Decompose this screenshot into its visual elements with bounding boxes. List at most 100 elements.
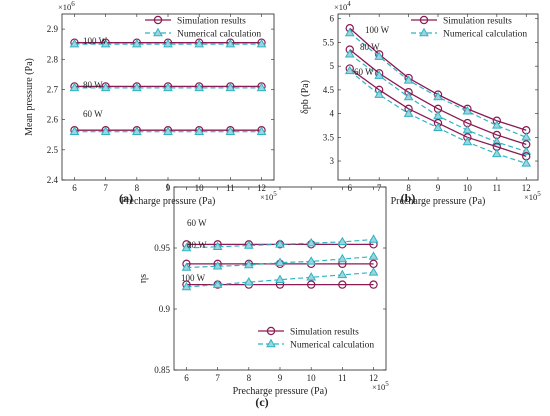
x-tick-label: 7 <box>377 183 382 193</box>
legend-marker-triangle <box>153 27 163 37</box>
y-tick-label: 5.5 <box>323 37 335 47</box>
x-tick-label: 7 <box>103 183 108 193</box>
x-axis-title: Precharge pressure (Pa) <box>391 196 486 207</box>
panel-1: 6 7 8 9 10 11 12 3 3.5 4 4.5 5 5.5 6 Precharge pressur… <box>300 0 541 207</box>
legend-marker-triangle <box>266 338 276 348</box>
series-numerical <box>69 38 267 48</box>
data-point-triangle <box>243 259 254 269</box>
data-point-circle <box>306 280 316 289</box>
y-tick-label: 2.5 <box>47 145 59 155</box>
data-point-triangle <box>403 108 414 117</box>
data-point-triangle <box>194 126 205 135</box>
y-tick-label: 0.95 <box>154 243 170 253</box>
x-axis-title: Precharge pressure (Pa) <box>121 196 216 207</box>
panel-label: (a) <box>119 191 133 205</box>
data-point-triangle <box>69 82 80 92</box>
x-tick-label: 6 <box>348 183 353 193</box>
legend-marker-circle <box>266 326 276 336</box>
data-point-triangle <box>491 120 502 129</box>
data-point-triangle <box>368 267 379 276</box>
data-point-triangle <box>69 126 80 135</box>
data-point-triangle <box>163 126 173 135</box>
data-point-triangle <box>344 27 355 37</box>
data-point-triangle <box>225 38 236 48</box>
legend: Simulation results Numerical calculation <box>411 15 527 40</box>
data-point-triangle <box>521 158 532 167</box>
series-numerical <box>181 234 379 252</box>
x-exponent: ×105 <box>260 190 277 202</box>
series-numerical <box>69 82 267 92</box>
data-point-triangle <box>243 240 254 249</box>
y-tick-label: 2.6 <box>47 115 59 125</box>
data-point-triangle <box>100 126 111 135</box>
x-tick-label: 12 <box>369 373 378 383</box>
y-tick-label: 5 <box>330 61 335 71</box>
series-numerical <box>344 49 532 155</box>
y-tick-label: 2.8 <box>47 54 59 64</box>
data-point-triangle <box>433 91 443 101</box>
data-point-triangle <box>225 126 236 135</box>
data-point-triangle <box>462 106 473 115</box>
panel-2: 6 7 8 9 10 11 12 0.85 0.9 0.95 1 Precharge pressure… <box>138 182 389 409</box>
y-tick-label: 6 <box>330 14 335 24</box>
panel-label: (b) <box>401 191 416 205</box>
y-axis-title: ηs <box>138 274 149 283</box>
data-point-triangle <box>403 91 414 101</box>
x-tick-label: 8 <box>406 183 411 193</box>
x-tick-label: 12 <box>257 183 266 193</box>
data-point-triangle <box>256 82 267 92</box>
x-tick-label: 11 <box>226 183 235 193</box>
x-tick-label: 9 <box>166 183 171 193</box>
x-tick-label: 9 <box>278 373 283 383</box>
x-axis-title: Precharge pressure (Pa) <box>233 386 328 397</box>
data-point-triangle <box>256 126 267 135</box>
data-point-triangle <box>275 257 285 266</box>
series-numerical <box>181 267 379 291</box>
legend-label: Simulation results <box>177 17 246 27</box>
series-group-label: 80 W <box>187 240 207 250</box>
series-group-label: 100 W <box>181 273 206 283</box>
data-point-triangle <box>368 251 379 260</box>
data-point-triangle <box>344 65 355 75</box>
data-point-triangle <box>368 234 379 243</box>
data-point-triangle <box>344 49 355 58</box>
y-tick-label: 2.4 <box>47 175 59 185</box>
data-point-triangle <box>491 136 502 146</box>
series-group-label: 80 W <box>360 42 380 52</box>
data-point-triangle <box>100 38 111 48</box>
data-point-triangle <box>181 242 192 252</box>
x-tick-label: 10 <box>195 183 205 193</box>
x-tick-label: 10 <box>307 373 317 383</box>
series-numerical <box>344 65 532 167</box>
x-tick-label: 7 <box>215 373 220 383</box>
data-point-triangle <box>462 124 473 134</box>
data-point-triangle <box>337 269 348 279</box>
series-numerical <box>69 126 267 135</box>
data-point-triangle <box>212 241 223 251</box>
data-point-triangle <box>256 38 267 48</box>
series-numerical <box>181 251 379 271</box>
data-point-triangle <box>100 82 111 92</box>
y-tick-label: 1 <box>166 182 171 192</box>
data-point-triangle <box>433 110 443 120</box>
legend-label: Simulation results <box>290 328 359 338</box>
y-tick-label: 0.85 <box>154 365 170 375</box>
data-point-triangle <box>374 89 385 98</box>
data-point-triangle <box>337 253 348 263</box>
x-tick-label: 8 <box>135 183 140 193</box>
legend-label: Simulation results <box>443 17 512 27</box>
x-tick-label: 12 <box>522 183 531 193</box>
data-point-triangle <box>306 272 317 281</box>
data-point-triangle <box>521 146 532 155</box>
y-tick-label: 0.9 <box>159 304 171 314</box>
y-axis-title: Mean pressure (Pa) <box>24 58 35 136</box>
legend-marker-triangle <box>419 27 429 37</box>
data-point-triangle <box>181 262 192 271</box>
data-point-triangle <box>275 239 285 248</box>
data-point-triangle <box>275 274 285 283</box>
y-tick-label: 3 <box>330 156 335 166</box>
data-point-triangle <box>194 38 205 48</box>
series-numerical <box>344 27 532 141</box>
legend-marker-circle <box>419 15 429 25</box>
series-group-label: 60 W <box>187 218 207 228</box>
